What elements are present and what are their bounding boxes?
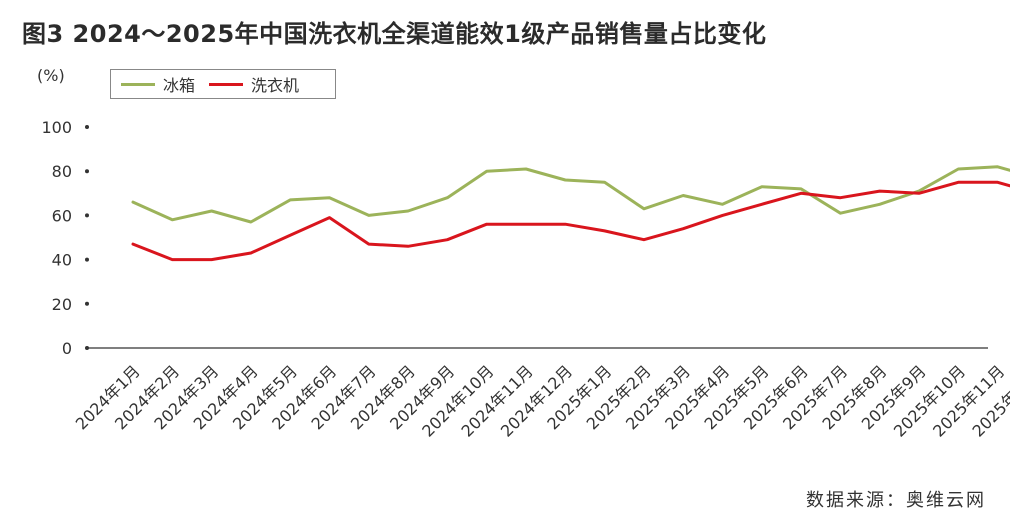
legend-item-washer: 洗衣机 — [209, 72, 299, 96]
y-tick-label: 0 — [62, 339, 72, 358]
legend: 冰箱 洗衣机 — [110, 69, 336, 99]
chart-title: 图3 2024～2025年中国洗衣机全渠道能效1级产品销售量占比变化 — [22, 20, 767, 48]
legend-swatch-washer — [209, 82, 244, 86]
y-tick-mark — [85, 346, 89, 350]
series-line-fridge — [131, 165, 1010, 224]
y-tick-mark — [85, 125, 89, 129]
y-tick-label: 100 — [41, 118, 72, 137]
legend-label-fridge: 冰箱 — [163, 76, 196, 95]
y-tick-mark — [85, 169, 89, 174]
y-tick-label: 20 — [52, 295, 72, 314]
source-note: 数据来源：奥维云网 — [806, 490, 986, 511]
y-axis-unit: (%) — [37, 66, 65, 85]
y-tick-mark — [85, 301, 89, 306]
y-tick-label: 60 — [52, 206, 72, 225]
legend-label-washer: 洗衣机 — [251, 76, 300, 95]
series-line-washer — [131, 180, 1010, 262]
y-tick-mark — [85, 213, 89, 218]
y-tick-label: 40 — [52, 251, 72, 270]
y-tick-label: 80 — [52, 162, 72, 181]
legend-swatch-fridge — [121, 82, 155, 86]
legend-item-fridge: 冰箱 — [121, 72, 195, 96]
y-tick-mark — [85, 257, 89, 262]
